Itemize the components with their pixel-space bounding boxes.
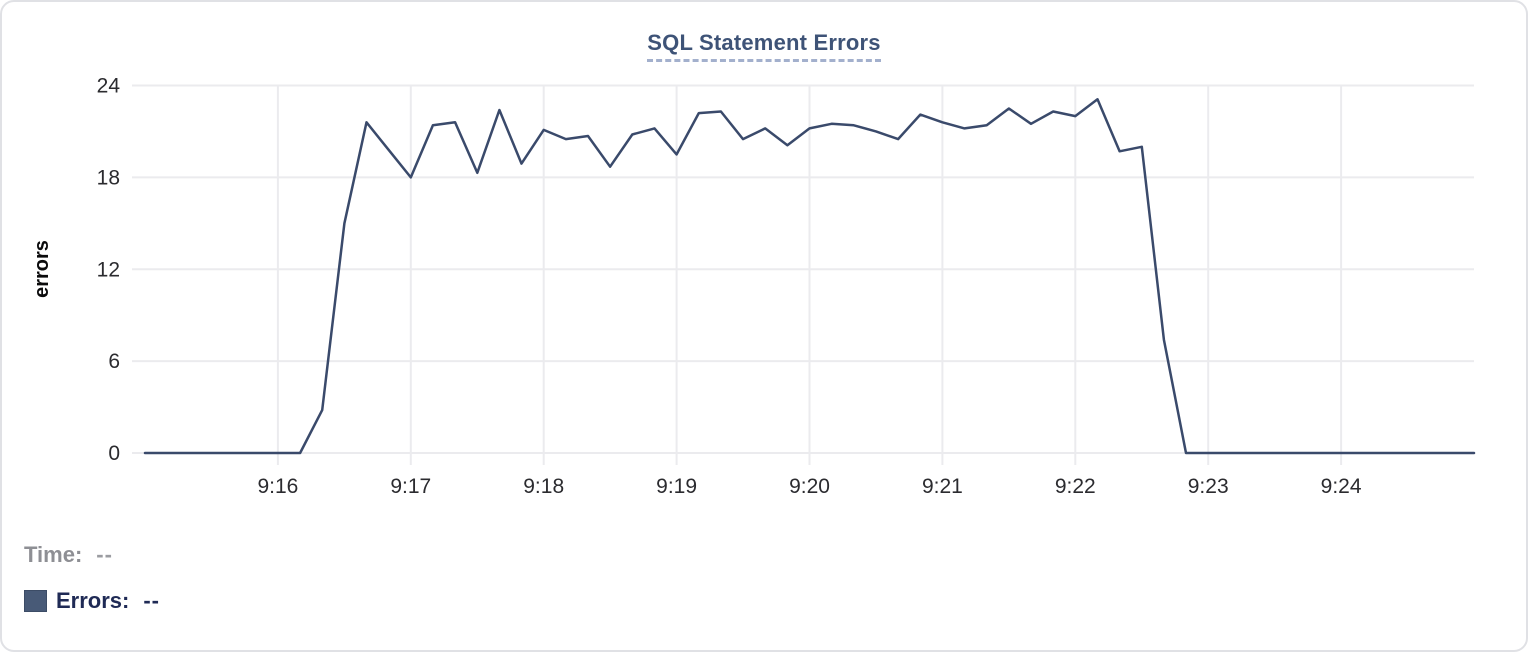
errors-value: -- [143,588,161,613]
svg-text:24: 24 [97,75,121,98]
errors-line-chart[interactable]: 9:16 9:17 9:18 9:19 9:20 9:21 9:22 9:23 9:24 0 6 12… [2,2,1528,514]
svg-text:9:23: 9:23 [1188,475,1229,498]
svg-text:errors: errors [31,240,53,298]
time-readout-row: Time: -- [24,542,160,568]
svg-text:9:19: 9:19 [656,475,697,498]
chart-title[interactable]: SQL Statement Errors [647,30,881,62]
svg-text:9:16: 9:16 [257,475,298,498]
errors-readout-row: Errors: -- [24,588,160,614]
time-value: -- [96,542,113,567]
errors-series-swatch [24,590,47,612]
svg-text:9:24: 9:24 [1321,475,1362,498]
svg-text:12: 12 [97,258,120,281]
svg-text:9:21: 9:21 [922,475,963,498]
errors-label: Errors: [56,588,130,613]
svg-text:9:18: 9:18 [523,475,564,498]
svg-text:9:17: 9:17 [390,475,431,498]
chart-header: SQL Statement Errors [2,30,1526,62]
time-label: Time: [24,542,83,567]
svg-text:9:20: 9:20 [789,475,830,498]
svg-text:0: 0 [108,442,120,465]
svg-text:9:22: 9:22 [1055,475,1096,498]
svg-text:18: 18 [97,166,120,189]
hover-readout: Time: -- Errors: -- [24,542,160,634]
svg-text:6: 6 [108,350,120,373]
